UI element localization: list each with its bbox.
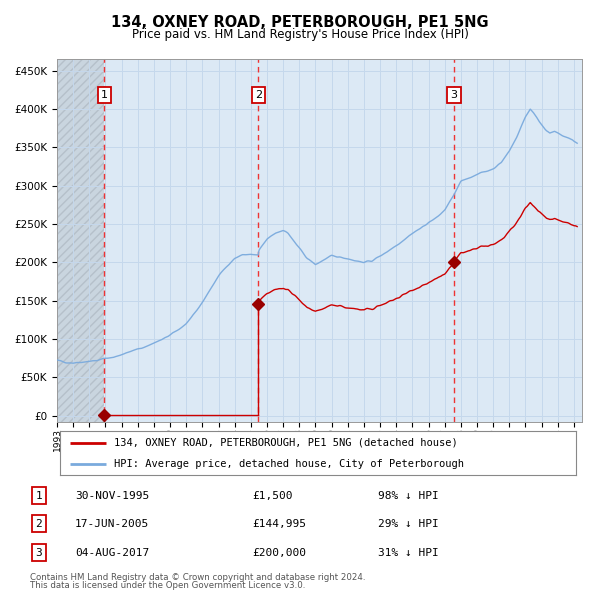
Text: 134, OXNEY ROAD, PETERBOROUGH, PE1 5NG: 134, OXNEY ROAD, PETERBOROUGH, PE1 5NG [111, 15, 489, 30]
Text: This data is licensed under the Open Government Licence v3.0.: This data is licensed under the Open Gov… [30, 581, 305, 590]
Text: 1: 1 [101, 90, 107, 100]
Text: Price paid vs. HM Land Registry's House Price Index (HPI): Price paid vs. HM Land Registry's House … [131, 28, 469, 41]
Text: Contains HM Land Registry data © Crown copyright and database right 2024.: Contains HM Land Registry data © Crown c… [30, 572, 365, 582]
Text: HPI: Average price, detached house, City of Peterborough: HPI: Average price, detached house, City… [114, 459, 464, 469]
Text: 31% ↓ HPI: 31% ↓ HPI [378, 548, 439, 558]
Text: 17-JUN-2005: 17-JUN-2005 [75, 519, 149, 529]
Text: £200,000: £200,000 [252, 548, 306, 558]
Text: 98% ↓ HPI: 98% ↓ HPI [378, 491, 439, 500]
Text: 2: 2 [254, 90, 262, 100]
Text: 3: 3 [35, 548, 43, 558]
Text: 1: 1 [35, 491, 43, 500]
Text: 134, OXNEY ROAD, PETERBOROUGH, PE1 5NG (detached house): 134, OXNEY ROAD, PETERBOROUGH, PE1 5NG (… [114, 438, 458, 448]
Text: £1,500: £1,500 [252, 491, 293, 500]
Text: 29% ↓ HPI: 29% ↓ HPI [378, 519, 439, 529]
Text: £144,995: £144,995 [252, 519, 306, 529]
Text: 04-AUG-2017: 04-AUG-2017 [75, 548, 149, 558]
Text: 2: 2 [35, 519, 43, 529]
Text: 30-NOV-1995: 30-NOV-1995 [75, 491, 149, 500]
Text: 3: 3 [451, 90, 458, 100]
Bar [57, 59, 104, 422]
